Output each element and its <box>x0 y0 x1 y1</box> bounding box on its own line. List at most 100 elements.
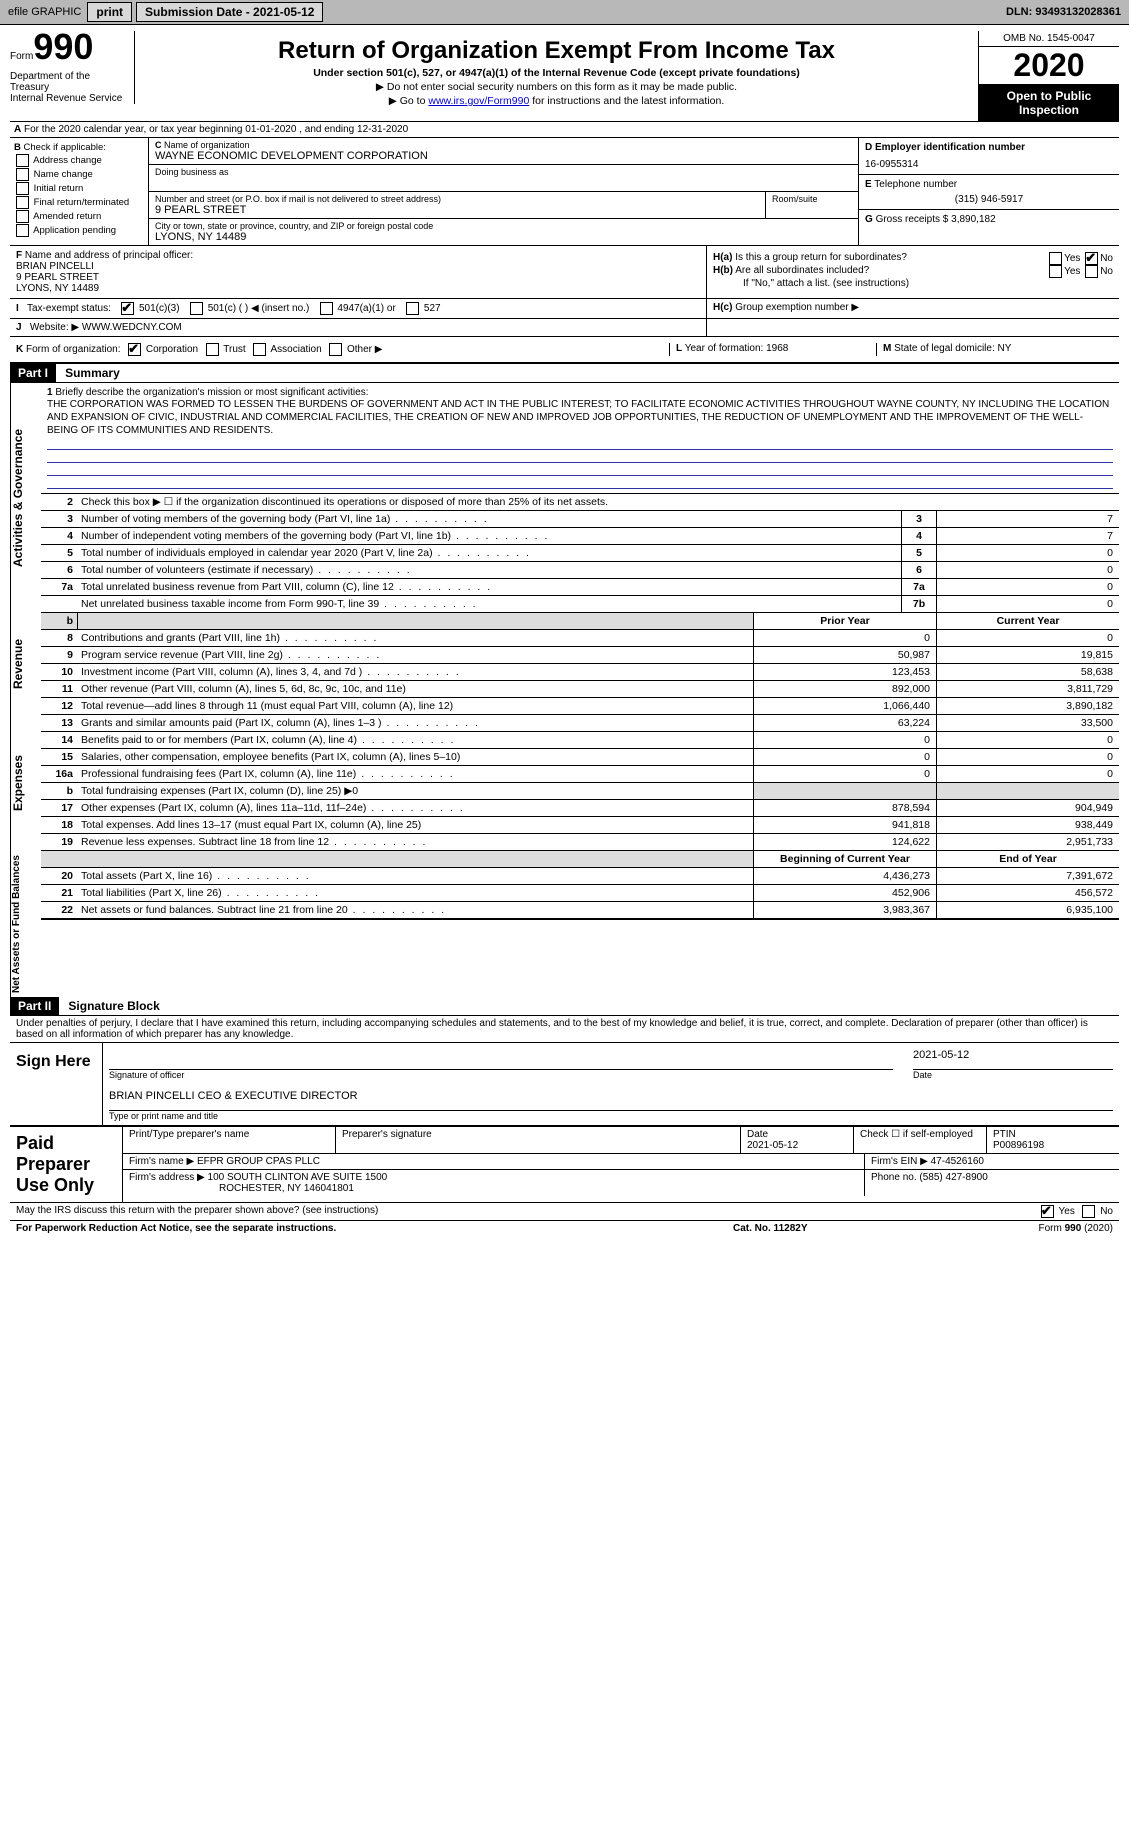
b-app: Application pending <box>33 225 116 236</box>
527-checkbox[interactable] <box>406 302 419 315</box>
501c-checkbox[interactable] <box>190 302 203 315</box>
line-22: Net assets or fund balances. Subtract li… <box>77 902 753 918</box>
trust-checkbox[interactable] <box>206 343 219 356</box>
val-21c: 456,572 <box>936 885 1119 901</box>
application-pending-checkbox[interactable] <box>16 224 29 237</box>
efile-label: efile GRAPHIC <box>8 6 81 18</box>
irs-link[interactable]: www.irs.gov/Form990 <box>428 95 529 107</box>
ptin-value: P00896198 <box>993 1140 1044 1151</box>
activities-governance-label: Activities & Governance <box>10 383 41 613</box>
city-label: City or town, state or province, country… <box>155 221 852 231</box>
val-20p: 4,436,273 <box>753 868 936 884</box>
h-b-text: Are all subordinates included? <box>735 265 869 276</box>
ha-no-checkbox[interactable] <box>1085 252 1098 265</box>
net-assets-label: Net Assets or Fund Balances <box>10 851 41 997</box>
address-change-checkbox[interactable] <box>16 154 29 167</box>
assoc-checkbox[interactable] <box>253 343 266 356</box>
hb-yes-checkbox[interactable] <box>1049 265 1062 278</box>
addr-label: Number and street (or P.O. box if mail i… <box>155 194 759 204</box>
goto-prefix: Go to <box>400 95 429 107</box>
amended-return-checkbox[interactable] <box>16 210 29 223</box>
preparer-name-label: Print/Type preparer's name <box>123 1127 336 1153</box>
val-19p: 124,622 <box>753 834 936 850</box>
part-2-badge: Part II <box>10 997 59 1015</box>
part-2-title: Signature Block <box>62 997 165 1015</box>
4947-label: 4947(a)(1) or <box>337 303 395 314</box>
trust-label: Trust <box>223 344 245 355</box>
line-2: Check this box ▶ ☐ if the organization d… <box>77 494 1119 510</box>
ha-yes-checkbox[interactable] <box>1049 252 1062 265</box>
line-16a: Professional fundraising fees (Part IX, … <box>77 766 753 782</box>
initial-return-checkbox[interactable] <box>16 182 29 195</box>
val-9c: 19,815 <box>936 647 1119 663</box>
sig-name-title: BRIAN PINCELLI CEO & EXECUTIVE DIRECTOR <box>109 1088 1113 1111</box>
discuss-yes-checkbox[interactable] <box>1041 1205 1054 1218</box>
501c-label: 501(c) ( ) ◀ (insert no.) <box>208 303 310 314</box>
omb-number: OMB No. 1545-0047 <box>979 31 1119 47</box>
other-checkbox[interactable] <box>329 343 342 356</box>
final-return-checkbox[interactable] <box>16 196 29 209</box>
part-1-badge: Part I <box>10 364 56 382</box>
val-13p: 63,224 <box>753 715 936 731</box>
line-15: Salaries, other compensation, employee b… <box>77 749 753 765</box>
type-name-label: Type or print name and title <box>109 1111 1113 1121</box>
sign-here-label: Sign Here <box>10 1043 103 1125</box>
form-number: 990 <box>33 26 93 67</box>
val-21p: 452,906 <box>753 885 936 901</box>
line-4: Number of independent voting members of … <box>77 528 901 544</box>
val-13c: 33,500 <box>936 715 1119 731</box>
val-12c: 3,890,182 <box>936 698 1119 714</box>
gross-label: Gross receipts $ <box>876 214 949 225</box>
val-16ap: 0 <box>753 766 936 782</box>
form-word: Form <box>10 51 33 62</box>
corp-checkbox[interactable] <box>128 343 141 356</box>
val-18p: 941,818 <box>753 817 936 833</box>
ha-yes: Yes <box>1064 253 1080 264</box>
501c3-checkbox[interactable] <box>121 302 134 315</box>
name-change-checkbox[interactable] <box>16 168 29 181</box>
val-22c: 6,935,100 <box>936 902 1119 918</box>
firm-name: EFPR GROUP CPAS PLLC <box>197 1156 320 1167</box>
val-10p: 123,453 <box>753 664 936 680</box>
subtitle: Under section 501(c), 527, or 4947(a)(1)… <box>145 67 968 79</box>
line-18: Total expenses. Add lines 13–17 (must eq… <box>77 817 753 833</box>
hb-no: No <box>1100 266 1113 277</box>
mission-label: Briefly describe the organization's miss… <box>55 387 368 398</box>
form-header: Form990 Department of the Treasury Inter… <box>10 31 1119 121</box>
officer-city: LYONS, NY 14489 <box>16 283 700 294</box>
sig-officer-label: Signature of officer <box>109 1070 893 1080</box>
val-8p: 0 <box>753 630 936 646</box>
firm-phone-label: Phone no. <box>871 1172 917 1183</box>
val-19c: 2,951,733 <box>936 834 1119 850</box>
4947-checkbox[interactable] <box>320 302 333 315</box>
current-year-header: Current Year <box>936 613 1119 629</box>
submission-date-button[interactable]: Submission Date - 2021-05-12 <box>136 2 323 22</box>
val-14c: 0 <box>936 732 1119 748</box>
street-address: 9 PEARL STREET <box>155 204 759 216</box>
website-label: Website: ▶ <box>30 322 79 333</box>
val-4: 7 <box>936 528 1119 544</box>
val-3: 7 <box>936 511 1119 527</box>
val-11c: 3,811,729 <box>936 681 1119 697</box>
firm-addr1: 100 SOUTH CLINTON AVE SUITE 1500 <box>208 1172 388 1183</box>
open-public-badge: Open to Public Inspection <box>979 85 1119 121</box>
c-name-label: Name of organization <box>164 140 250 150</box>
line-19: Revenue less expenses. Subtract line 18 … <box>77 834 753 850</box>
tax-year: 2020 <box>979 47 1119 85</box>
val-18c: 938,449 <box>936 817 1119 833</box>
b-amend: Amended return <box>33 211 101 222</box>
cat-number: Cat. No. 11282Y <box>733 1223 933 1234</box>
527-label: 527 <box>424 303 441 314</box>
hb-no-checkbox[interactable] <box>1085 265 1098 278</box>
end-year-header: End of Year <box>936 851 1119 867</box>
print-button[interactable]: print <box>87 2 132 22</box>
h-b-note: If "No," attach a list. (see instruction… <box>713 278 1113 289</box>
sig-date-label: Date <box>913 1070 1113 1080</box>
val-5: 0 <box>936 545 1119 561</box>
discuss-question: May the IRS discuss this return with the… <box>16 1205 1039 1218</box>
discuss-no-checkbox[interactable] <box>1082 1205 1095 1218</box>
val-17c: 904,949 <box>936 800 1119 816</box>
val-7a: 0 <box>936 579 1119 595</box>
val-20c: 7,391,672 <box>936 868 1119 884</box>
discuss-no: No <box>1100 1206 1113 1217</box>
